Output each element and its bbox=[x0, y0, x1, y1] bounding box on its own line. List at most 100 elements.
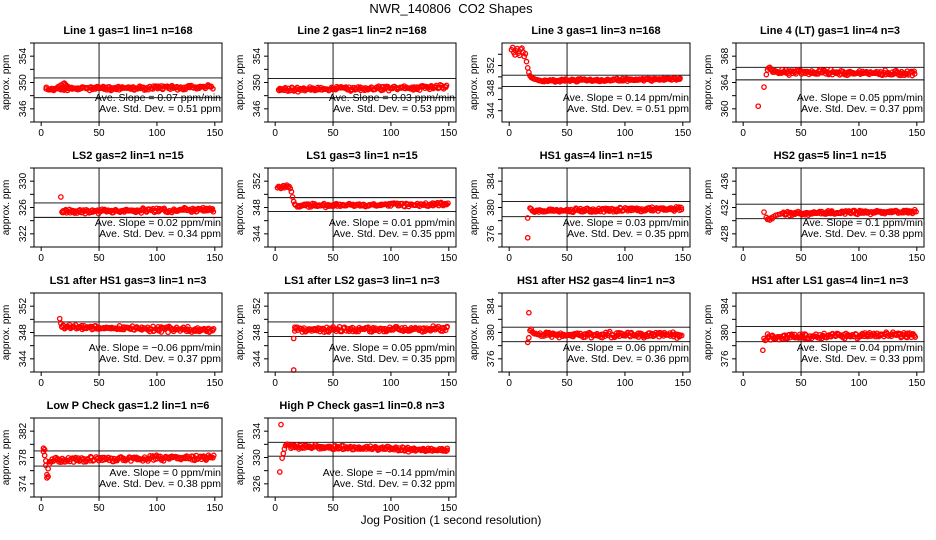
y-tick-label: 348 bbox=[252, 199, 263, 216]
data-point bbox=[278, 86, 284, 92]
data-point bbox=[189, 456, 196, 463]
subplot-title: Line 4 (LT) gas=1 lin=4 n=3 bbox=[760, 25, 900, 37]
y-axis-label: approx. ppm bbox=[703, 180, 714, 236]
data-point bbox=[763, 336, 770, 343]
x-tick-label: 150 bbox=[908, 128, 925, 139]
y-tick-label: 376 bbox=[486, 225, 497, 242]
y-axis-label: approx. ppm bbox=[469, 305, 480, 361]
x-tick-label: 0 bbox=[506, 128, 512, 139]
data-point bbox=[60, 207, 67, 214]
data-point bbox=[276, 469, 283, 475]
subplot-13: Low P Check gas=1.2 lin=1 n=6 0 50 100 150 37… bbox=[1, 400, 224, 514]
data-point bbox=[286, 442, 292, 448]
y-axis-label: approx. ppm bbox=[703, 55, 714, 111]
data-point bbox=[46, 461, 53, 467]
y-tick-label: 354 bbox=[18, 47, 29, 64]
y-tick-label: 322 bbox=[18, 225, 29, 242]
x-tick-label: 100 bbox=[617, 378, 634, 389]
data-point bbox=[798, 334, 805, 341]
x-tick-label: 50 bbox=[327, 128, 339, 139]
subplot-4: Line 4 (LT) gas=1 lin=4 n=3 0 50 100 150 360 3… bbox=[703, 25, 926, 139]
y-tick-label: 344 bbox=[252, 225, 263, 242]
data-point bbox=[521, 53, 528, 60]
subplot-5: LS2 gas=2 lin=1 n=15 0 50 100 150 322 326 330 ap… bbox=[1, 150, 224, 264]
y-tick-label: 346 bbox=[252, 100, 263, 117]
y-tick-label: 384 bbox=[720, 297, 731, 314]
y-tick-label: 330 bbox=[18, 172, 29, 189]
x-tick-label: 50 bbox=[561, 253, 573, 264]
x-tick-label: 0 bbox=[272, 253, 278, 264]
data-point bbox=[278, 421, 284, 428]
y-tick-label: 344 bbox=[18, 350, 29, 367]
data-points bbox=[524, 309, 685, 346]
data-point bbox=[523, 58, 530, 65]
avg-stddev-annotation: Ave. Std. Dev. = 0.38 ppm bbox=[801, 228, 923, 240]
data-point bbox=[290, 335, 297, 342]
data-point bbox=[438, 325, 445, 331]
data-point bbox=[58, 320, 64, 327]
avg-slope-annotation: Ave. Slope = 0.1 ppm/min bbox=[803, 217, 923, 229]
data-points bbox=[508, 44, 683, 85]
y-axis-label: approx. ppm bbox=[1, 180, 12, 236]
data-point bbox=[755, 103, 762, 110]
data-point bbox=[912, 334, 919, 340]
data-point bbox=[802, 331, 808, 337]
y-tick-label: 334 bbox=[252, 422, 263, 439]
subplot-title: HS2 gas=5 lin=1 n=15 bbox=[774, 150, 887, 162]
data-point bbox=[435, 323, 442, 330]
x-tick-label: 0 bbox=[740, 253, 746, 264]
data-point bbox=[444, 447, 450, 454]
x-tick-label: 100 bbox=[617, 128, 634, 139]
data-point bbox=[45, 465, 51, 472]
avg-slope-annotation: Ave. Slope = −0.06 ppm/min bbox=[89, 342, 221, 354]
data-point bbox=[307, 84, 313, 90]
y-axis-label: approx. ppm bbox=[1, 305, 12, 361]
y-tick-label: 352 bbox=[252, 172, 263, 189]
data-point bbox=[911, 70, 918, 77]
data-point bbox=[45, 473, 51, 480]
y-axis-label: approx. ppm bbox=[1, 430, 12, 486]
y-axis-label: approx. ppm bbox=[469, 55, 480, 111]
data-points bbox=[275, 82, 450, 95]
subplot-title: HS1 after HS2 gas=4 lin=1 n=3 bbox=[517, 275, 675, 287]
x-tick-label: 150 bbox=[206, 378, 223, 389]
y-tick-label: 346 bbox=[18, 100, 29, 117]
x-tick-label: 0 bbox=[506, 253, 512, 264]
avg-slope-annotation: Ave. Slope = 0.05 ppm/min bbox=[329, 342, 455, 354]
x-tick-label: 150 bbox=[206, 128, 223, 139]
x-tick-label: 0 bbox=[272, 503, 278, 514]
x-tick-label: 150 bbox=[908, 253, 925, 264]
data-point bbox=[281, 446, 288, 452]
avg-slope-annotation: Ave. Slope = 0.03 ppm/min bbox=[329, 92, 455, 104]
figure-title: NWR_140806 CO2 Shapes bbox=[369, 1, 533, 16]
data-point bbox=[678, 206, 685, 213]
x-tick-label: 0 bbox=[38, 128, 44, 139]
y-tick-label: 376 bbox=[720, 350, 731, 367]
data-point bbox=[292, 201, 298, 208]
x-tick-label: 50 bbox=[93, 128, 105, 139]
y-tick-label: 380 bbox=[486, 199, 497, 216]
data-point bbox=[913, 208, 919, 215]
data-points bbox=[40, 445, 217, 481]
data-points bbox=[760, 329, 919, 354]
y-tick-label: 384 bbox=[486, 297, 497, 314]
avg-stddev-annotation: Ave. Std. Dev. = 0.34 ppm bbox=[99, 228, 221, 240]
y-axis-label: approx. ppm bbox=[235, 430, 246, 486]
subplot-12: HS1 after LS1 gas=4 lin=1 n=3 0 50 100 150 37… bbox=[703, 275, 926, 389]
avg-stddev-annotation: Ave. Std. Dev. = 0.35 ppm bbox=[567, 228, 689, 240]
data-point bbox=[434, 199, 441, 206]
data-point bbox=[531, 330, 538, 337]
data-points bbox=[524, 204, 685, 241]
data-point bbox=[411, 84, 417, 90]
data-points bbox=[755, 64, 918, 110]
subplot-1: Line 1 gas=1 lin=1 n=168 0 50 100 150 346 350 3… bbox=[1, 25, 224, 139]
subplot-3: Line 3 gas=1 lin=3 n=168 0 50 100 150 344 348 3… bbox=[469, 25, 692, 139]
y-tick-label: 330 bbox=[252, 449, 263, 466]
x-tick-label: 150 bbox=[674, 378, 691, 389]
x-tick-label: 150 bbox=[206, 253, 223, 264]
subplot-11: HS1 after HS2 gas=4 lin=1 n=3 0 50 100 150 37… bbox=[469, 275, 692, 389]
data-point bbox=[445, 200, 451, 207]
y-tick-label: 432 bbox=[720, 199, 731, 216]
x-tick-label: 100 bbox=[383, 378, 400, 389]
y-tick-label: 380 bbox=[486, 324, 497, 341]
